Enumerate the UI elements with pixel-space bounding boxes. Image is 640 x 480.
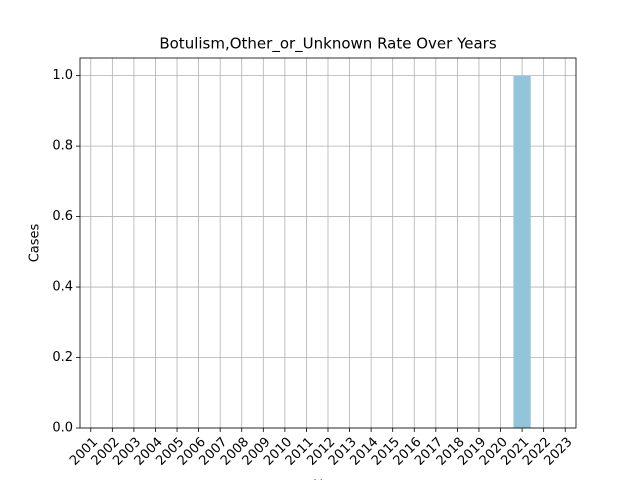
plot-frame — [79, 57, 577, 429]
bar — [513, 75, 531, 428]
y-axis-label: Cases — [28, 223, 43, 262]
chart-title: Botulism,Other_or_Unknown Rate Over Year… — [159, 35, 496, 54]
y-tick-label: 0.8 — [52, 139, 73, 154]
y-tick-label: 0.2 — [52, 350, 73, 365]
x-axis-label: Year — [313, 479, 342, 480]
y-tick-label: 0.4 — [52, 280, 73, 295]
y-tick-label: 0.6 — [52, 209, 73, 224]
y-tick-label: 1.0 — [52, 68, 73, 83]
y-tick-label: 0.0 — [52, 421, 73, 436]
